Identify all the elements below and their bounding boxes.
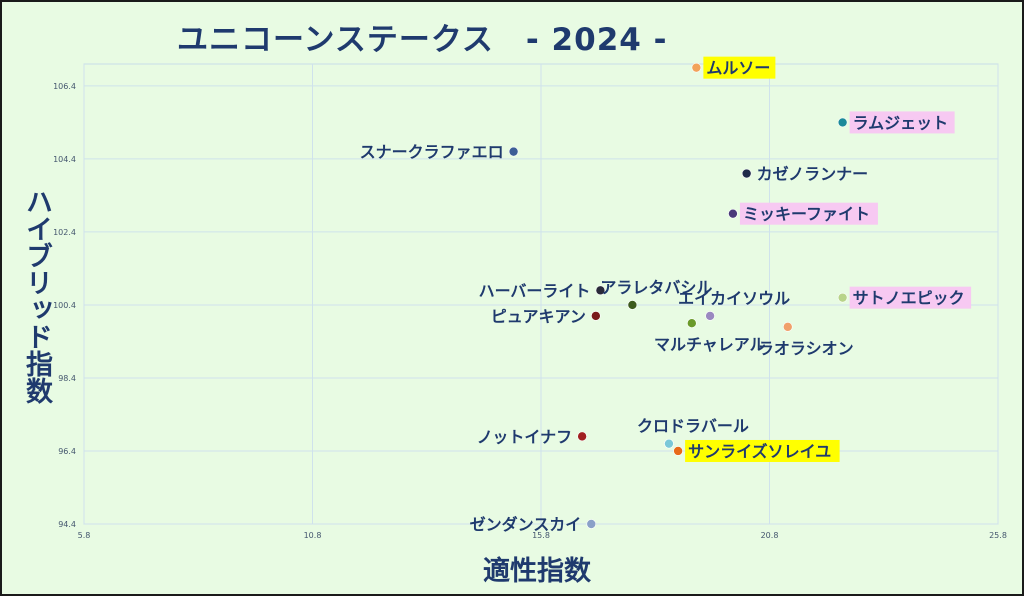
chart-title: ユニコーンステークス - 2024 - [177, 22, 668, 58]
data-point [586, 519, 597, 529]
data-point-group: ピュアキアン [491, 307, 601, 326]
data-point-group: サンライズソレイユ [673, 439, 840, 462]
data-point [837, 292, 848, 303]
x-tick-label: 10.8 [304, 531, 322, 540]
data-point [705, 311, 715, 321]
data-point-group: ノットイナフ [477, 427, 587, 446]
point-label: ミッキーファイト [743, 205, 870, 224]
data-point-group: アラレタバシル [600, 278, 712, 310]
x-tick-label: 15.8 [532, 531, 550, 540]
x-tick-label: 5.8 [78, 531, 91, 540]
point-label: ラオラシオン [758, 339, 854, 358]
y-tick-label: 106.4 [53, 82, 76, 91]
point-label: サンライズソレイユ [688, 442, 831, 461]
data-point-group: ミッキーファイト [728, 202, 878, 225]
data-point [673, 446, 683, 456]
data-point-group: ハーバーライト [479, 281, 606, 300]
data-point [741, 168, 752, 179]
point-label: ピュアキアン [491, 307, 586, 326]
data-point-group: ムルソー [691, 56, 776, 79]
point-label: アラレタバシル [600, 278, 712, 297]
x-axis-label: 適性指数 [483, 556, 591, 587]
y-tick-label: 104.4 [53, 155, 76, 164]
data-point-group: ラムジェット [837, 111, 955, 134]
data-point [782, 322, 793, 332]
data-point [595, 285, 606, 296]
label-highlight-yellow [703, 56, 776, 79]
data-point [627, 300, 638, 310]
point-label: ハーバーライト [479, 281, 591, 300]
data-point-group: スナークラファエロ [360, 143, 519, 162]
point-label: スナークラファエロ [360, 143, 504, 162]
data-point [728, 208, 738, 219]
data-point [837, 117, 848, 128]
data-point-group: サトノエピック [837, 286, 972, 309]
point-label: ラムジェット [853, 113, 949, 132]
y-axis-label: ハイブリッド指数 [21, 188, 52, 404]
x-tick-label: 25.8 [989, 531, 1007, 540]
point-label: エイカイソウル [678, 289, 790, 308]
data-point-group: ラオラシオン [758, 322, 854, 358]
y-tick-label: 94.4 [58, 520, 76, 529]
y-tick-label: 96.4 [58, 447, 76, 456]
point-label: ゼンダンスカイ [470, 515, 582, 534]
label-highlight-pink [849, 286, 972, 309]
y-tick-label: 98.4 [58, 374, 76, 383]
data-point [591, 311, 601, 321]
x-tick-label: 20.8 [761, 531, 779, 540]
label-highlight-yellow [685, 439, 840, 462]
data-point-group: エイカイソウル [678, 289, 790, 321]
data-point [687, 318, 697, 329]
data-point [691, 62, 702, 73]
data-point-group: ゼンダンスカイ [470, 515, 597, 534]
data-point [664, 438, 674, 449]
point-label: サトノエピック [853, 289, 965, 308]
data-point-group: クロドラバール [637, 417, 749, 449]
data-point [577, 431, 587, 442]
y-tick-label: 102.4 [53, 228, 76, 237]
data-point-group: マルチャレアル [654, 318, 766, 354]
point-label: ノットイナフ [477, 427, 572, 446]
point-label: カゼノランナー [757, 165, 869, 184]
data-point-group: カゼノランナー [741, 165, 869, 184]
point-label: マルチャレアル [654, 335, 766, 354]
point-label: ムルソー [706, 59, 770, 78]
label-highlight-pink [849, 111, 955, 134]
point-label: クロドラバール [637, 417, 749, 436]
y-tick-label: 100.4 [53, 301, 76, 310]
data-point [508, 146, 519, 157]
label-highlight-pink [739, 202, 878, 225]
